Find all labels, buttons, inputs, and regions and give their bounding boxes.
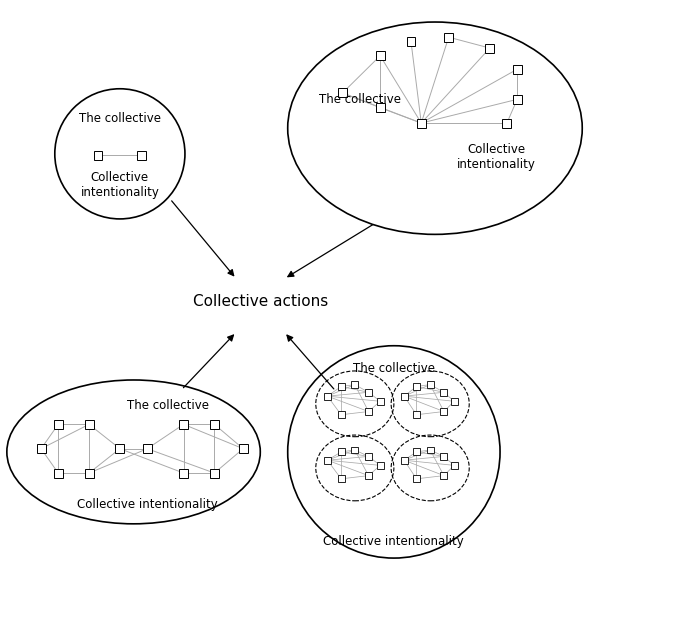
Bar [440,389,447,395]
Bar [401,457,408,463]
Bar [179,420,188,429]
Bar [485,44,495,53]
Bar [338,88,347,97]
Bar [338,449,345,455]
Bar [451,462,458,469]
Text: Collective intentionality: Collective intentionality [323,535,464,548]
Bar [84,469,93,478]
Bar [53,420,62,429]
Text: Collective actions: Collective actions [192,294,328,309]
Bar [413,449,420,455]
Bar [137,151,147,160]
Text: The collective: The collective [127,399,209,412]
Text: The collective: The collective [353,362,435,375]
Bar [351,447,358,453]
Bar [210,420,219,429]
Bar [407,37,415,46]
Text: Collective
intentionality: Collective intentionality [80,171,160,199]
Bar [440,408,447,415]
Bar [238,444,248,453]
Bar [451,398,458,404]
Bar [444,33,453,42]
Bar [351,381,358,388]
Bar [413,412,420,418]
Text: The collective: The collective [319,93,401,106]
Bar [115,444,124,453]
Bar [142,444,151,453]
Bar [179,469,188,478]
Bar [365,472,372,479]
Bar [338,476,345,482]
Bar [338,412,345,418]
Bar [377,398,384,404]
Bar [53,469,62,478]
Bar [401,393,408,399]
Bar [503,119,511,128]
Bar [324,457,331,463]
Bar [210,469,219,478]
Bar [416,119,426,128]
Bar [93,151,103,160]
Bar [413,383,420,390]
Bar [338,383,345,390]
Bar [84,420,93,429]
Bar [440,472,447,479]
Bar [376,103,385,112]
Bar [324,393,331,399]
Text: Collective
intentionality: Collective intentionality [457,143,536,171]
Bar [377,462,384,469]
Text: Collective intentionality: Collective intentionality [77,498,218,511]
Bar [413,476,420,482]
Bar [365,389,372,395]
Bar [427,381,434,388]
Bar [376,51,385,60]
Bar [427,447,434,453]
Bar [512,65,522,74]
Bar [365,453,372,460]
Bar [365,408,372,415]
Bar [440,453,447,460]
Bar [37,444,45,453]
Text: The collective: The collective [79,112,161,125]
Bar [512,95,522,104]
